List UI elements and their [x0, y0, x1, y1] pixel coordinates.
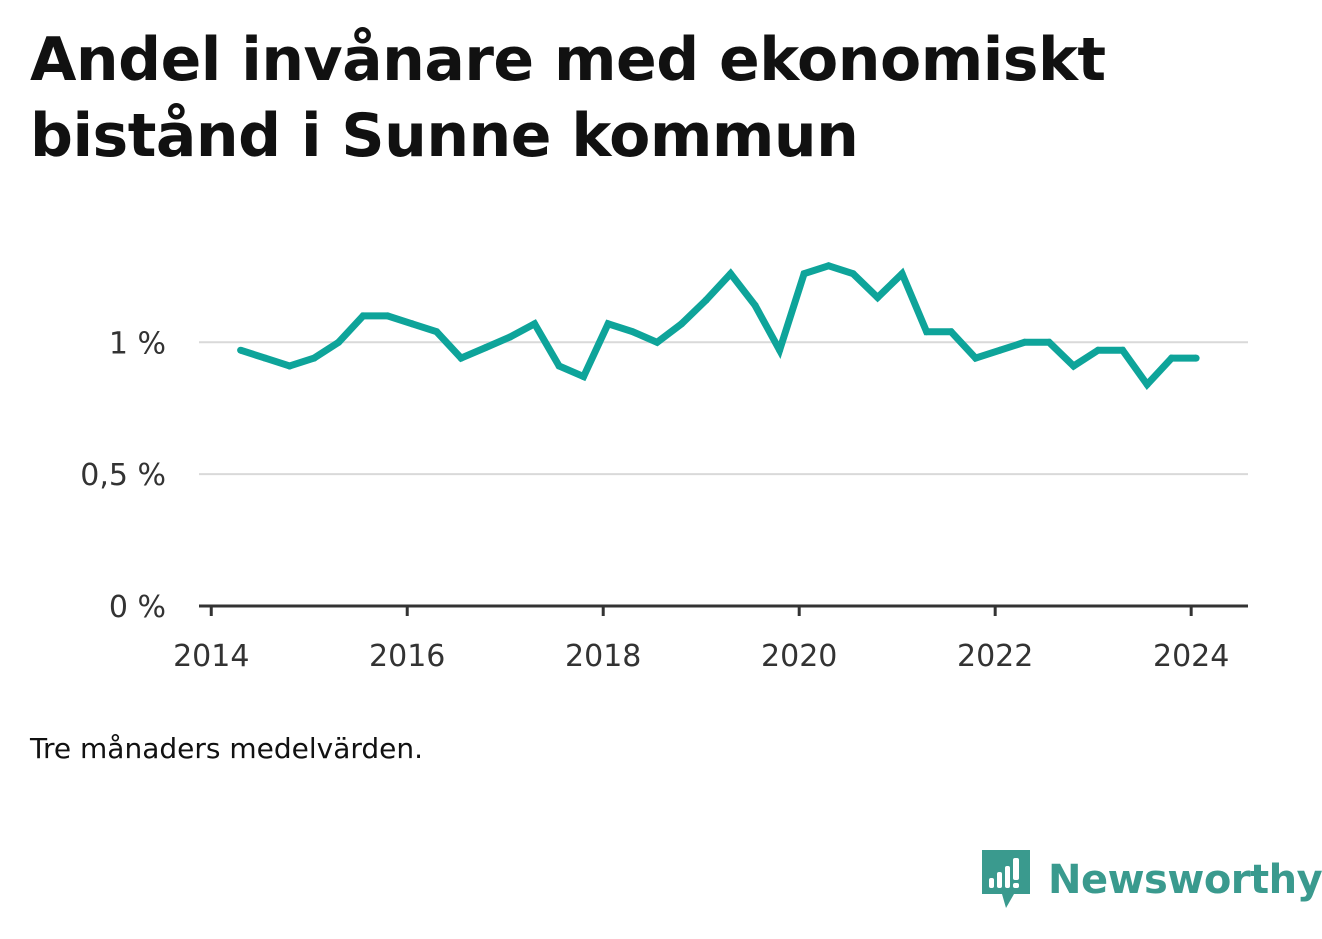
grid-lines	[199, 341, 1248, 476]
data-point	[653, 338, 661, 346]
brand-logo: Newsworthy	[980, 848, 1322, 912]
newsworthy-logo-icon	[982, 850, 1030, 908]
data-point	[996, 346, 1004, 354]
data-point	[384, 312, 392, 320]
data-point	[261, 354, 269, 362]
y-tick-label: 0,5 %	[80, 458, 166, 493]
x-axis-labels: 2014 2016 2018 2020 2022 2024	[173, 639, 1229, 674]
x-tick-label: 2018	[565, 639, 641, 674]
data-point	[310, 354, 318, 362]
data-point	[604, 320, 612, 328]
data-point	[286, 362, 294, 370]
x-tick-label: 2024	[1153, 639, 1229, 674]
data-point	[702, 296, 710, 304]
data-point	[678, 320, 686, 328]
data-point	[359, 312, 367, 320]
data-point	[1119, 346, 1127, 354]
data-point	[408, 320, 416, 328]
data-point	[580, 373, 588, 381]
data-point	[457, 354, 465, 362]
data-point	[947, 328, 955, 336]
data-point	[629, 328, 637, 336]
x-tick-label: 2020	[761, 639, 837, 674]
data-point	[237, 346, 245, 354]
data-point	[874, 294, 882, 301]
data-point	[800, 270, 808, 278]
data-point	[555, 362, 563, 370]
data-point	[1045, 338, 1053, 346]
data-point	[433, 328, 441, 336]
data-point	[727, 270, 735, 278]
data-point	[1168, 354, 1176, 362]
series-line	[239, 262, 1197, 391]
data-point	[531, 320, 539, 328]
data-point	[1143, 381, 1151, 388]
y-tick-label: 1 %	[109, 326, 166, 361]
data-point	[1192, 354, 1200, 362]
data-point	[972, 354, 980, 362]
data-point	[506, 333, 514, 341]
data-point	[849, 270, 857, 278]
data-point	[776, 346, 784, 354]
data-point	[1094, 346, 1102, 354]
data-point	[751, 301, 759, 309]
data-point	[482, 344, 490, 352]
brand-name: Newsworthy	[1048, 857, 1322, 903]
series-group	[237, 262, 1200, 391]
x-tick-label: 2014	[173, 639, 249, 674]
data-point	[1070, 362, 1078, 370]
chart-note: Tre månaders medelvärden.	[30, 732, 424, 765]
x-tick-label: 2022	[957, 639, 1033, 674]
data-point	[1021, 338, 1029, 346]
data-point	[898, 270, 906, 278]
y-axis-labels: 0 % 0,5 % 1 %	[80, 326, 166, 625]
data-point	[335, 338, 343, 346]
x-tick-label: 2016	[369, 639, 445, 674]
data-point	[825, 262, 833, 270]
x-axis	[199, 604, 1248, 616]
data-point	[923, 328, 931, 336]
chart-title: Andel invånare med ekonomiskt bistånd i …	[30, 25, 1106, 171]
y-tick-label: 0 %	[109, 590, 166, 625]
